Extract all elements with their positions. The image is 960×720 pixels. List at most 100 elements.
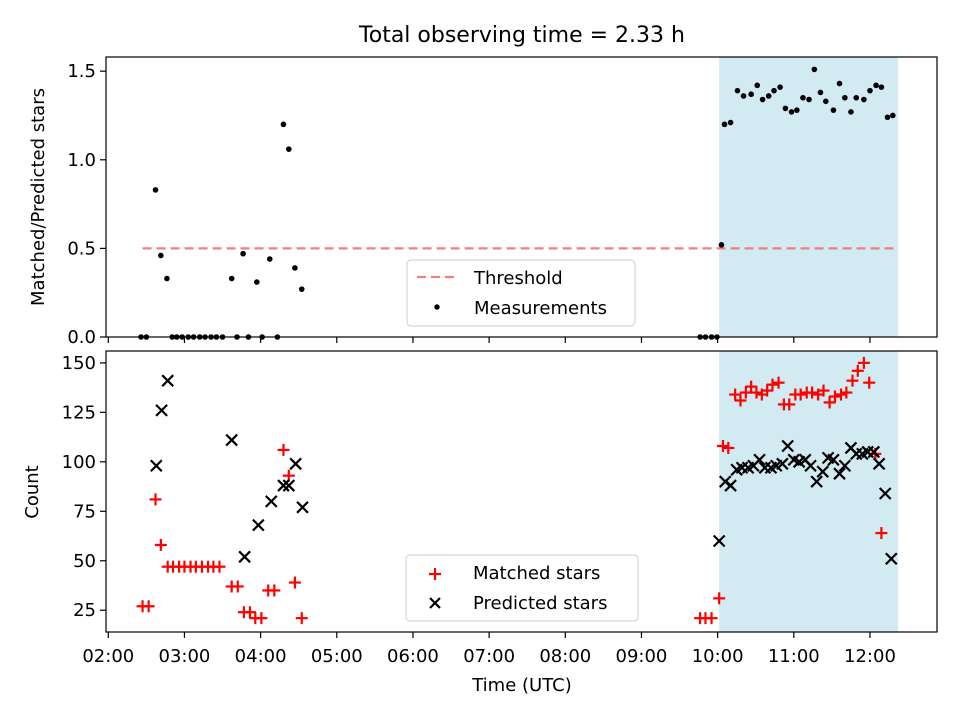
x-tick-label: 11:00 [768,646,820,667]
predicted-star-point [161,374,174,387]
measurement-point [817,89,824,96]
predicted-star-point [282,479,296,492]
top-y-tick-label: 0.0 [67,327,96,348]
measurement-point [254,279,260,285]
matched-star-point [817,384,830,397]
predicted-star-point [810,475,823,488]
measurement-point [164,275,170,282]
matched-star-point [857,356,870,369]
bottom-y-ticks: 25 50 75 100 125 150 [62,353,106,621]
measurement-point [867,87,873,94]
bottom-highlight-region [719,351,899,632]
measurement-point [292,265,298,271]
x-tick-label: 06:00 [387,646,439,667]
measurement-point [721,121,728,128]
top-highlight-region [719,57,899,337]
matched-star-point [863,376,876,389]
x-tick-label: 10:00 [692,646,744,667]
predicted-star-point [838,459,852,473]
predicted-star-point [781,439,794,453]
top-legend-box [406,259,636,327]
measurement-point [853,94,860,101]
matched-star-point [713,592,726,605]
bottom-x-ticks: 02:00 03:00 04:00 05:00 06:00 07:00 08:00 09:00… [82,632,896,667]
matched-star-point [766,378,779,391]
measurement-point [822,98,829,105]
bottom-plot-frame [105,350,938,633]
top-legend: Threshold Measurements [406,259,636,327]
legend-measurements-swatch [434,304,440,310]
matched-star-point [739,386,752,399]
matched-star-point [750,386,763,399]
bottom-marks [136,356,898,625]
matched-star-point [875,527,888,540]
predicted-star-point [872,457,886,471]
predicted-star-point [149,459,163,473]
measurement-point [842,94,848,101]
measurement-point [830,107,837,113]
bottom-y-tick-label: 100 [62,452,96,473]
measurement-point [771,87,777,94]
top-y-ticks: 0.0 0.5 1.0 1.5 [67,61,106,348]
matched-star-point [734,394,747,407]
matched-star-point [255,612,268,625]
measurement-point [782,105,789,112]
measurement-point [873,82,879,89]
legend-matched-swatch [429,568,441,580]
measurement-point [788,109,795,115]
matched-star-point [729,388,742,401]
matched-star-point [783,398,796,411]
top-panel: 0.0 0.5 1.0 1.5 Matched/Predicted stars Thr… [28,56,938,348]
matched-star-point [282,469,295,482]
measurement-point [228,275,235,282]
matched-star-point [277,443,290,456]
matched-star-point [794,388,807,401]
predicted-star-point [816,465,830,478]
matched-star-point [716,439,729,452]
measurement-point [800,94,806,101]
predicted-star-point [827,453,840,467]
measurement-point [794,107,800,113]
matched-star-point [213,560,226,573]
measurement-point [286,146,292,152]
predicted-star-point [155,404,168,417]
matched-star-point [772,376,785,389]
x-tick-label: 08:00 [539,646,591,667]
measurement-point [748,91,754,98]
predicted-star-point [238,550,251,564]
predicted-star-point [878,487,892,500]
top-x-ticks [107,337,871,343]
bottom-y-tick-label: 75 [73,501,96,522]
bottom-y-tick-label: 125 [62,402,96,423]
bottom-y-tick-label: 150 [62,353,96,374]
measurement-point [754,82,761,89]
matched-star-point [705,612,718,625]
measurement-point [158,252,164,259]
legend-measurements-label: Measurements [474,298,607,319]
measurement-point [765,93,772,99]
predicted-star-point [776,457,789,471]
predicted-star-point [225,433,238,447]
predicted-star-point [804,459,817,473]
bottom-y-axis-label: Count [22,465,43,518]
predicted-star-point [289,457,302,471]
predicted-star-point [296,501,309,514]
measurement-point [884,114,891,121]
predicted-star-point [724,479,737,492]
matched-star-point [835,388,848,401]
chart-title: Total observing time = 2.33 h [358,23,685,48]
top-y-tick-label: 0.5 [67,238,96,259]
matched-star-point [806,386,819,399]
bottom-legend-box [405,554,639,622]
predicted-star-point [833,467,846,480]
x-axis-label: Time (UTC) [471,675,572,696]
predicted-star-point [753,453,766,467]
measurement-point [848,109,854,115]
x-tick-label: 03:00 [159,646,211,667]
top-plot-frame [105,56,938,338]
predicted-star-point [277,479,290,492]
measurement-point [298,286,305,292]
matched-star-point [142,600,155,613]
measurement-point [266,256,273,262]
